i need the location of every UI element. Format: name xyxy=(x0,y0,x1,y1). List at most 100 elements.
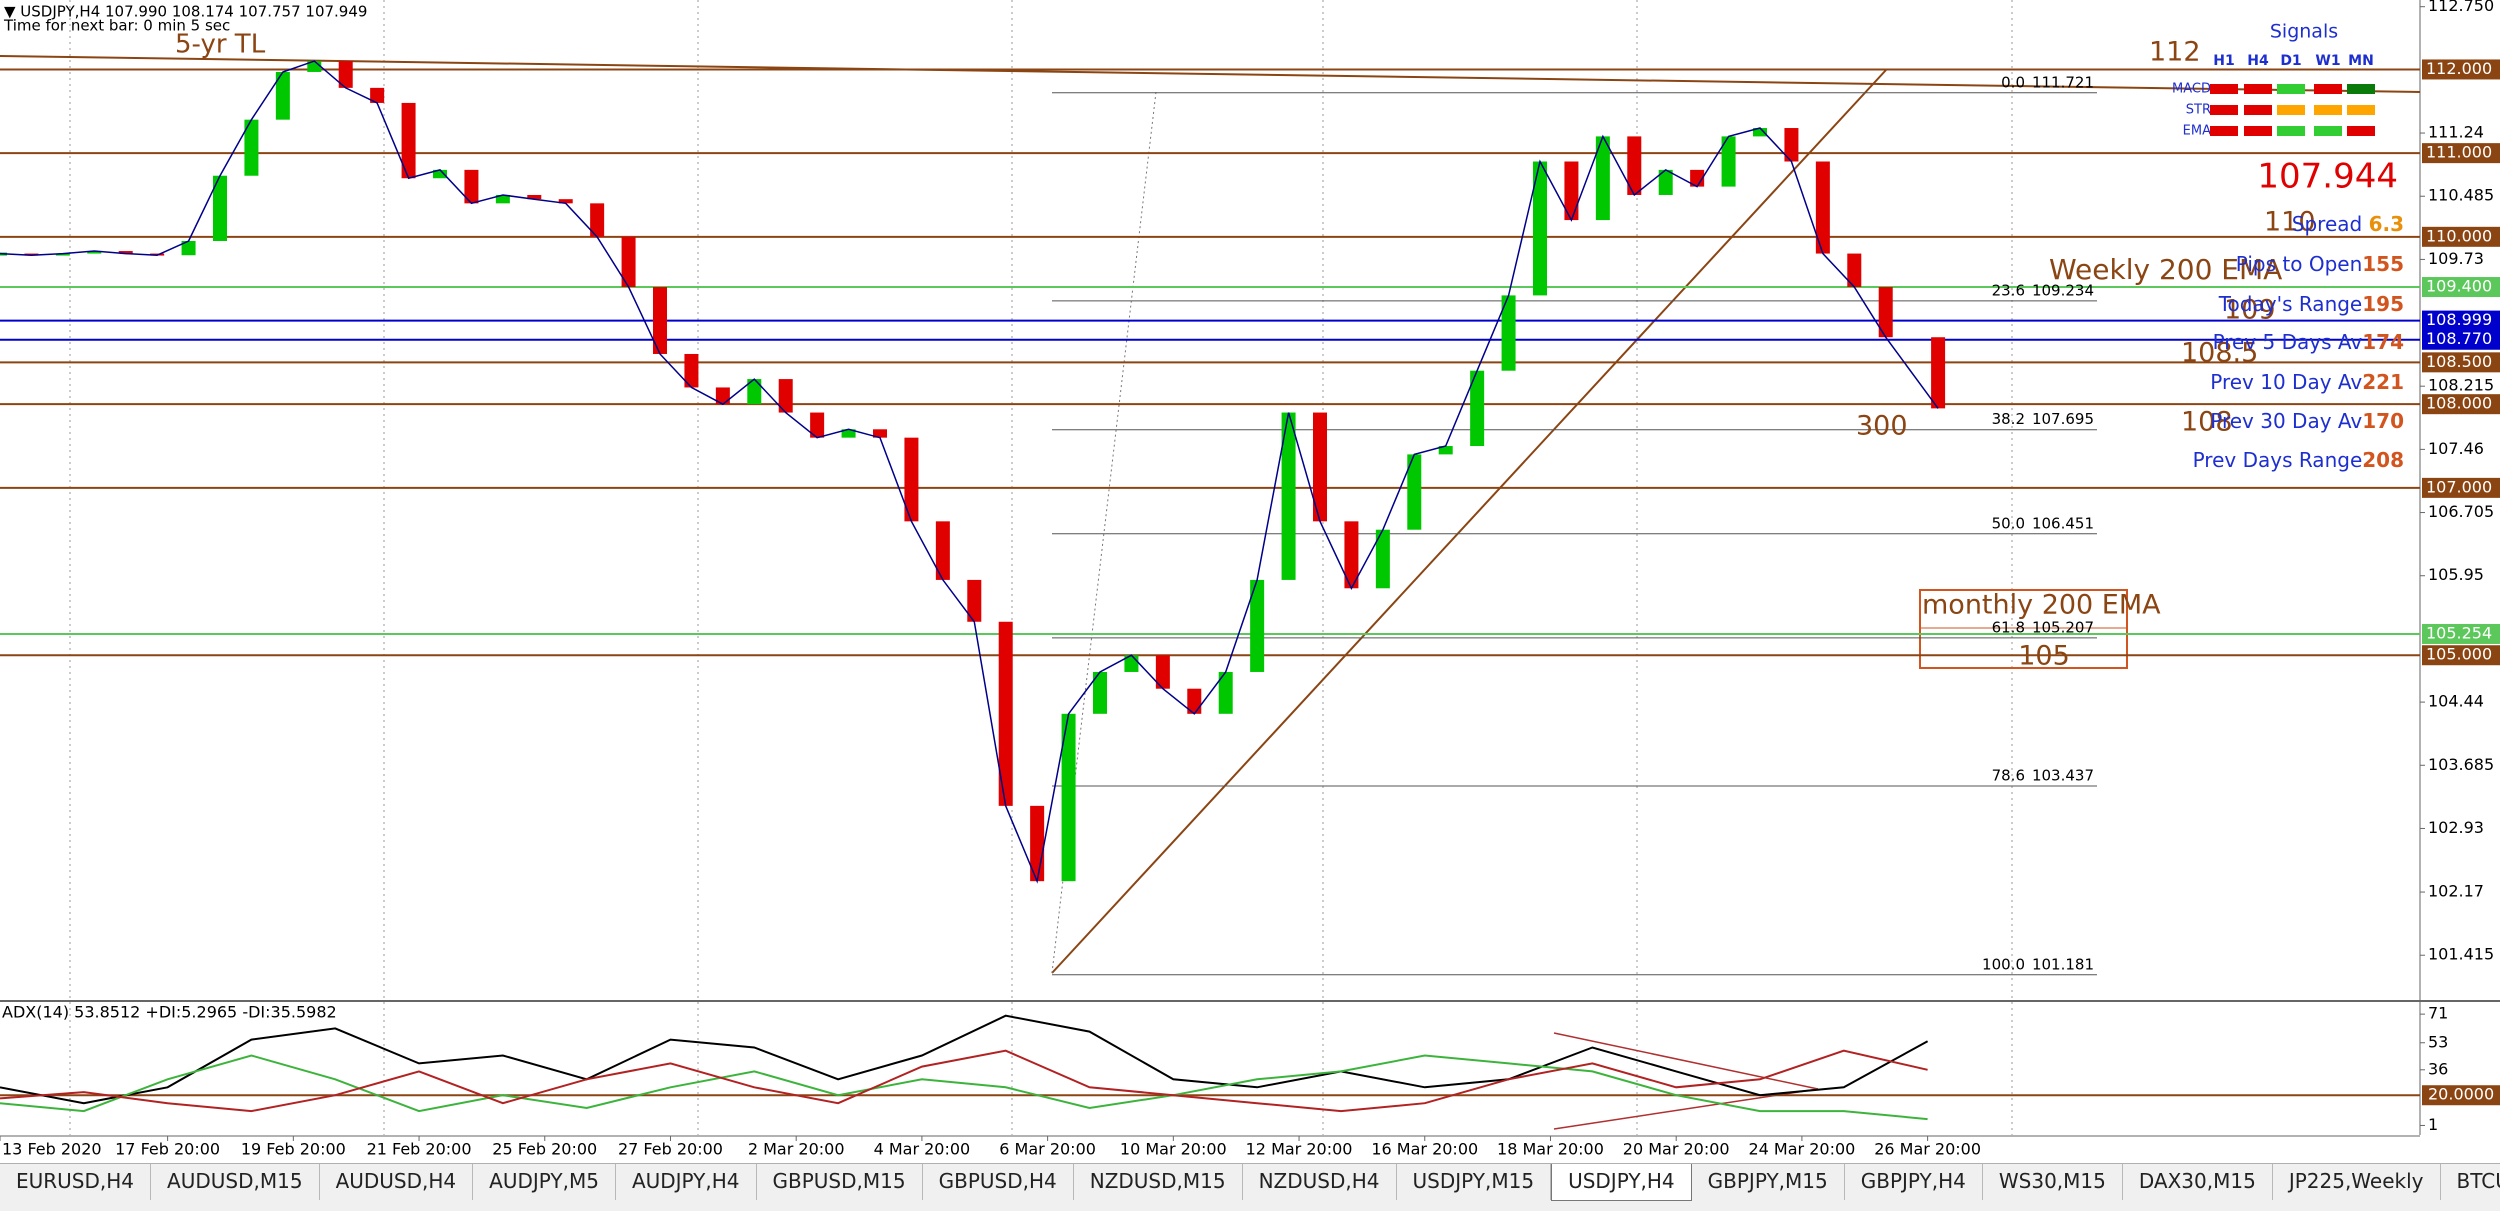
x-tick-label: 19 Feb 20:00 xyxy=(241,1140,346,1159)
level-label: 108.770 xyxy=(2426,329,2492,348)
level-label-bg xyxy=(2422,59,2500,80)
indicator-line xyxy=(0,1014,1929,1105)
candle xyxy=(87,251,102,254)
candle xyxy=(495,194,510,204)
layout xyxy=(0,0,2500,1137)
signal-cell xyxy=(2314,84,2342,94)
symbol-tab[interactable]: GBPUSD,M15 xyxy=(757,1164,923,1200)
candle xyxy=(338,61,353,88)
candle xyxy=(1501,295,1516,371)
candle xyxy=(715,387,730,405)
candle xyxy=(1281,412,1296,580)
y-tick-label: 111.24 xyxy=(2428,123,2484,142)
info-label: Prev 30 Day Av xyxy=(2210,409,2362,433)
candle xyxy=(1470,370,1485,447)
info-label: Spread xyxy=(2292,212,2369,236)
signal-cell xyxy=(2277,84,2305,94)
candle xyxy=(590,203,605,237)
symbol-tab[interactable]: DAX30,M15 xyxy=(2123,1164,2273,1200)
info-value: 170 xyxy=(2362,409,2404,433)
candle xyxy=(967,579,982,622)
symbol-tab[interactable]: JP225,Weekly xyxy=(2273,1164,2441,1200)
info-label: Prev 5 Days Av xyxy=(2213,330,2363,354)
candle xyxy=(1658,169,1673,195)
x-tick-label: 4 Mar 20:00 xyxy=(874,1140,971,1159)
symbol-tab[interactable]: AUDUSD,H4 xyxy=(320,1164,474,1200)
level-label-bg xyxy=(2422,143,2500,164)
level-label: 105.254 xyxy=(2426,623,2492,642)
background xyxy=(0,0,2500,1163)
close-line xyxy=(0,60,1939,884)
info-value: 155 xyxy=(2362,252,2404,276)
y-tick-label: 110.485 xyxy=(2428,186,2494,205)
symbol-tab[interactable]: AUDUSD,M15 xyxy=(151,1164,320,1200)
candle xyxy=(810,412,825,438)
symbol-tab[interactable]: GBPJPY,H4 xyxy=(1845,1164,1983,1200)
annotation: 108 xyxy=(2181,407,2233,438)
y-tick-label: 109.73 xyxy=(2428,249,2484,268)
candle xyxy=(1218,671,1233,714)
fib-price: 101.181 xyxy=(2032,955,2094,973)
symbol-tab[interactable]: USDJPY,M15 xyxy=(1397,1164,1552,1200)
signal-column: MN xyxy=(2348,53,2374,69)
signal-column: H1 xyxy=(2213,53,2234,69)
candle xyxy=(1061,713,1076,882)
signal-cell xyxy=(2277,105,2305,115)
info-value: 6.3 xyxy=(2369,212,2404,236)
signal-column: D1 xyxy=(2280,53,2301,69)
signal-cell xyxy=(2210,105,2238,115)
info-line: Spread 6.3 xyxy=(2292,212,2404,236)
symbol-tab[interactable]: WS30,M15 xyxy=(1983,1164,2123,1200)
fib-price: 111.721 xyxy=(2032,73,2094,91)
level-label-bg xyxy=(2422,394,2500,415)
info-label: Today's Range xyxy=(2218,292,2363,316)
fib-price: 109.234 xyxy=(2032,281,2094,299)
candle xyxy=(1093,671,1107,714)
annotation: 300 xyxy=(1856,411,1908,442)
symbol-tab[interactable]: GBPUSD,H4 xyxy=(923,1164,1074,1200)
symbol-tab[interactable]: NZDUSD,M15 xyxy=(1074,1164,1243,1200)
symbol-tab[interactable]: AUDJPY,M5 xyxy=(473,1164,616,1200)
symbol-tab[interactable]: USDJPY,H4 xyxy=(1551,1164,1692,1201)
candle xyxy=(307,61,322,72)
candle xyxy=(433,169,447,179)
annotation: 5-yr TL xyxy=(175,30,266,60)
signal-cell xyxy=(2244,126,2272,136)
candle xyxy=(370,87,385,103)
candle xyxy=(904,437,919,522)
signal-row-label: STR xyxy=(2186,103,2211,118)
fib-price: 106.451 xyxy=(2032,514,2094,532)
symbol-tab[interactable]: EURUSD,H4 xyxy=(0,1164,152,1200)
candle xyxy=(1753,128,1767,137)
y-tick-label: 71 xyxy=(2428,1004,2448,1023)
level-label-bg xyxy=(2422,329,2500,350)
symbol-tab[interactable]: BTCUSD,Daily xyxy=(2441,1164,2500,1200)
level-label: 108.999 xyxy=(2426,310,2492,329)
fib-ratio: 61.8 xyxy=(1992,618,2025,636)
candle xyxy=(998,621,1013,806)
current-price: 107.944 xyxy=(2257,157,2398,197)
level-label-bg xyxy=(2422,277,2500,298)
candle xyxy=(1438,446,1453,455)
chart-subtitle: Time for next bar: 0 min 5 sec xyxy=(3,17,230,35)
info-label: Prev Days Range xyxy=(2193,448,2363,472)
y-tick-label: 102.17 xyxy=(2428,882,2484,901)
annotation: 109 xyxy=(2224,295,2276,326)
y-tick-label: 105.95 xyxy=(2428,565,2484,584)
signal-cell xyxy=(2210,84,2238,94)
chart-window: ▼ USDJPY,H4 107.990 108.174 107.757 107.… xyxy=(0,0,2500,1163)
symbol-tab[interactable]: NZDUSD,H4 xyxy=(1243,1164,1397,1200)
tab-bar: EURUSD,H4 AUDUSD,M15 AUDUSD,H4 AUDJPY,M5 AUD… xyxy=(0,1163,2500,1211)
symbol-tab[interactable]: AUDJPY,H4 xyxy=(616,1164,757,1200)
level-label: 108.000 xyxy=(2426,394,2492,413)
fib-ratio: 38.2 xyxy=(1992,410,2025,428)
annotation: Weekly 200 EMA xyxy=(2049,253,2282,286)
annotation: 105 xyxy=(2018,641,2070,672)
signal-column: W1 xyxy=(2315,53,2340,69)
candle xyxy=(464,169,479,204)
candle xyxy=(558,199,573,204)
x-tick-label: 25 Feb 20:00 xyxy=(492,1140,597,1159)
symbol-tab[interactable]: GBPJPY,M15 xyxy=(1692,1164,1845,1200)
annotation: monthly 200 EMA xyxy=(1922,590,2161,621)
